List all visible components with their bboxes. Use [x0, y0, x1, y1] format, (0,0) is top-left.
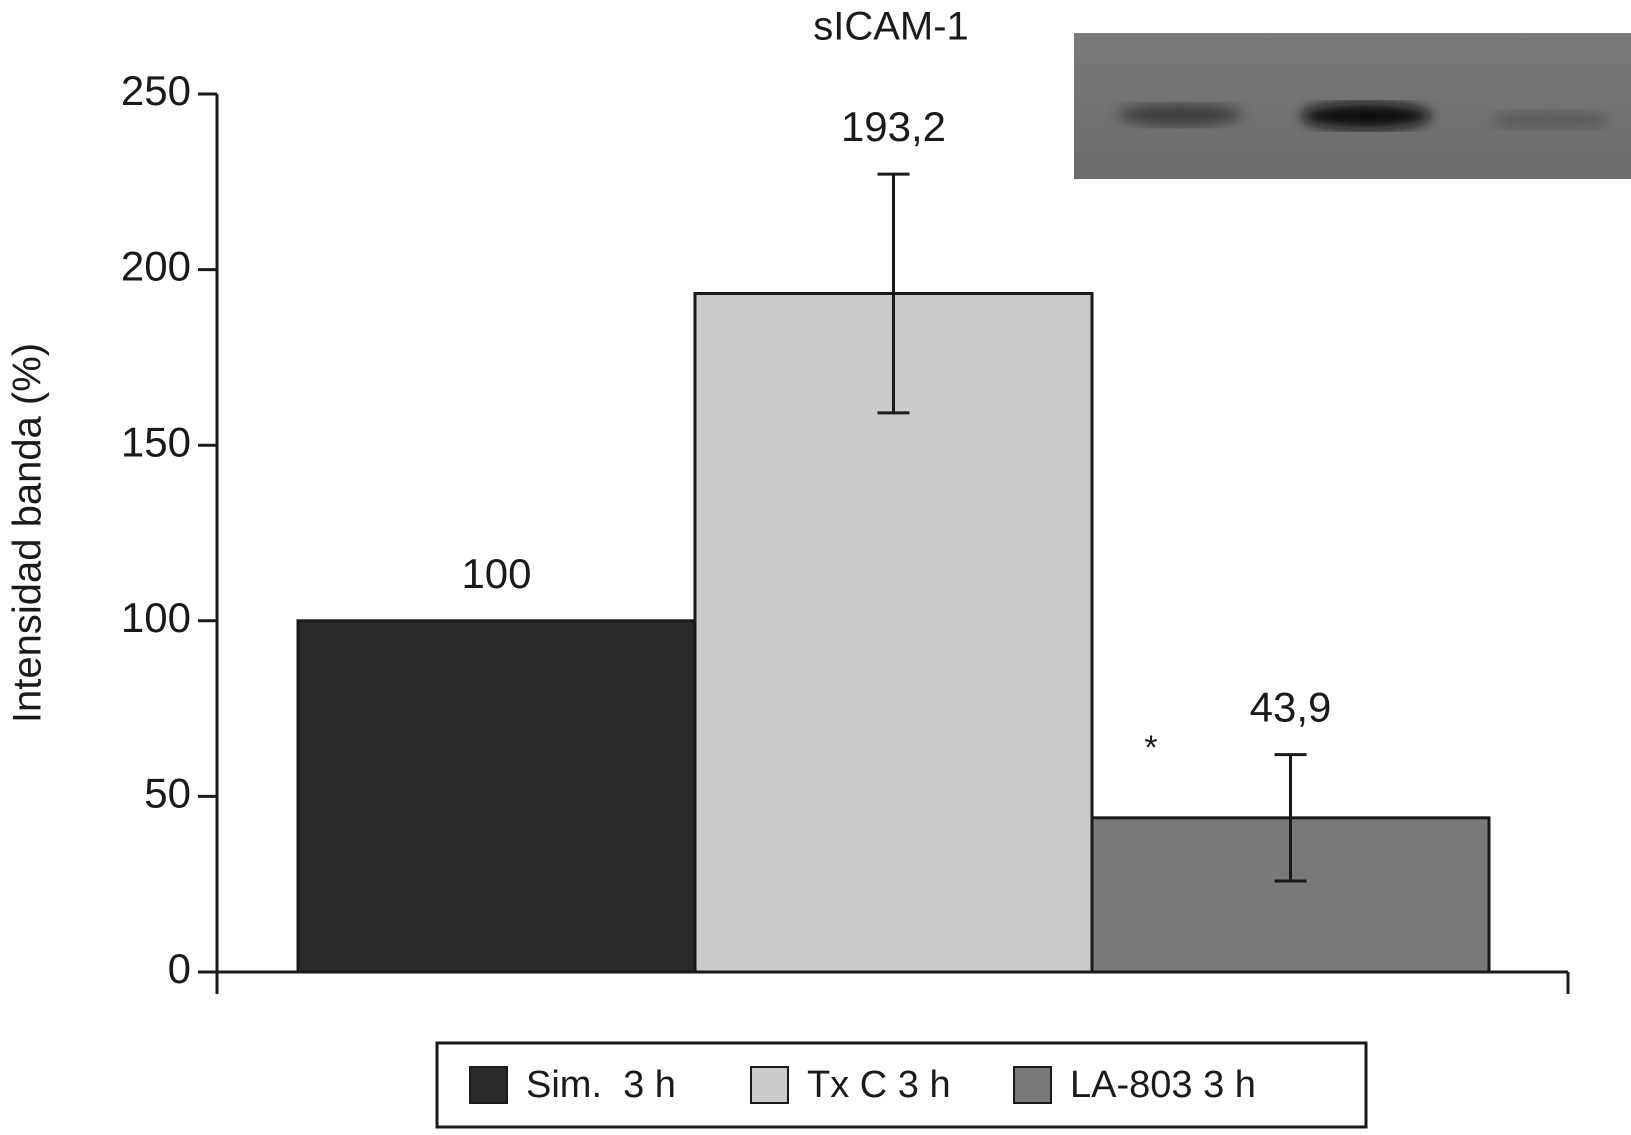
- value-label: 100: [461, 550, 531, 597]
- bar: [296, 619, 697, 974]
- legend-swatch: [750, 1066, 789, 1104]
- western-blot: [1074, 33, 1631, 179]
- legend-label: Sim. 3 h: [526, 1064, 676, 1106]
- legend-label: LA-803 3 h: [1070, 1064, 1256, 1106]
- error-bar: [1274, 753, 1307, 883]
- legend-swatch: [469, 1066, 508, 1104]
- y-axis-label: Intensidad banda (%): [6, 343, 50, 723]
- y-tick-label: 150: [121, 418, 191, 465]
- y-tick-label: 200: [121, 243, 191, 290]
- y-tick-label: 100: [121, 594, 191, 641]
- value-label: 43,9: [1250, 684, 1332, 731]
- value-label: 193,2: [841, 103, 946, 150]
- annotation: *: [1144, 729, 1157, 767]
- y-tick-label: 50: [144, 769, 191, 816]
- y-tick-label: 0: [168, 945, 191, 992]
- y-tick-label: 250: [121, 67, 191, 114]
- legend-label: Tx C 3 h: [807, 1064, 951, 1106]
- chart-title: sICAM-1: [813, 5, 969, 49]
- legend-box: [435, 1041, 1368, 1129]
- error-bar: [877, 172, 910, 415]
- legend-swatch: [1013, 1066, 1052, 1104]
